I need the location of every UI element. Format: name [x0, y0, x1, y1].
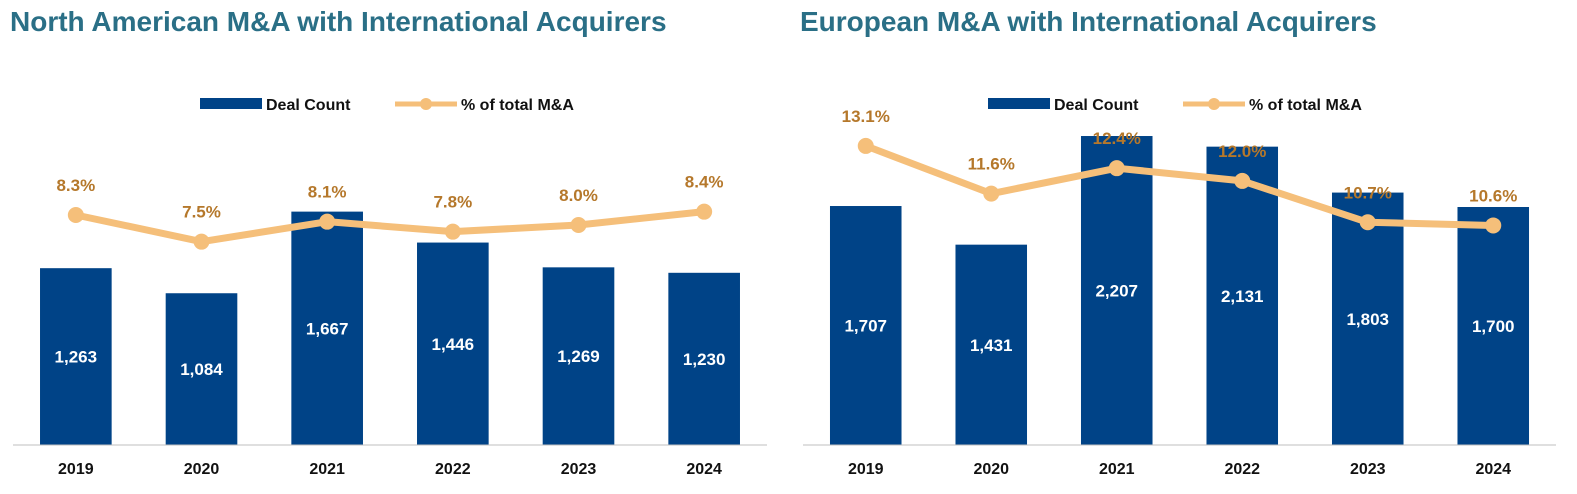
bar-value-label: 1,667: [306, 319, 349, 338]
point-pct-total: [1234, 172, 1251, 189]
bar-deal-count: [1206, 146, 1279, 445]
bar-value-label: 1,431: [970, 336, 1013, 355]
north-american-chart-panel: North American M&A with International Ac…: [0, 0, 780, 494]
european-chart-panel: European M&A with International Acquirer…: [790, 0, 1577, 494]
legend-swatch-deal-count: [200, 98, 262, 109]
point-pct-total: [444, 223, 461, 240]
bar-value-label: 1,269: [557, 347, 600, 366]
legend-label-pct-total: % of total M&A: [1249, 97, 1362, 114]
legend-swatch-deal-count: [988, 98, 1050, 109]
bar-deal-count: [955, 244, 1028, 445]
x-tick-label: 2019: [848, 461, 884, 478]
pct-value-label: 8.0%: [559, 186, 598, 205]
x-tick-label: 2020: [184, 461, 220, 478]
bar-value-label: 1,230: [683, 350, 726, 369]
line-pct-total: [862, 142, 1497, 229]
bar-value-label: 2,207: [1095, 282, 1138, 301]
x-tick-label: 2024: [686, 461, 722, 478]
bar-deal-count: [40, 268, 112, 445]
point-pct-total: [983, 185, 1000, 202]
legend-label-deal-count: Deal Count: [266, 97, 351, 114]
x-tick-label: 2023: [1350, 461, 1386, 478]
point-pct-total: [857, 137, 874, 154]
bar-value-label: 1,803: [1346, 310, 1389, 329]
point-pct-total: [1485, 217, 1502, 234]
bar-value-label: 1,263: [55, 348, 98, 367]
bar-deal-count: [291, 211, 363, 445]
bar-value-label: 1,446: [432, 335, 475, 354]
x-tick-label: 2022: [1224, 461, 1260, 478]
point-pct-total: [319, 213, 336, 230]
bar-deal-count: [165, 293, 238, 445]
x-tick-label: 2022: [435, 461, 471, 478]
bar-value-label: 2,131: [1221, 287, 1264, 306]
pct-value-label: 10.7%: [1344, 183, 1392, 202]
bar-value-label: 1,084: [180, 360, 223, 379]
pct-value-label: 11.6%: [968, 155, 1015, 174]
pct-value-label: 8.3%: [56, 176, 95, 195]
pct-value-label: 7.5%: [182, 203, 221, 222]
bar-deal-count: [668, 272, 740, 445]
pct-value-label: 12.0%: [1218, 142, 1266, 161]
x-tick-label: 2024: [1475, 461, 1511, 478]
pct-value-label: 13.1%: [842, 107, 890, 126]
point-pct-total: [193, 233, 210, 250]
chart-title: European M&A with International Acquirer…: [800, 6, 1377, 37]
bar-deal-count: [1331, 192, 1404, 445]
bar-deal-count: [542, 267, 615, 445]
x-tick-label: 2020: [973, 461, 1009, 478]
point-pct-total: [570, 217, 587, 233]
legend-marker-pct-total: [420, 98, 432, 110]
point-pct-total: [1108, 160, 1125, 177]
north-american-chart: Deal Count % of total M&A 1,263 2019 1,084 20…: [13, 97, 767, 478]
point-pct-total: [1359, 214, 1376, 231]
point-pct-total: [696, 203, 713, 220]
legend-marker-pct-total: [1208, 98, 1220, 110]
pct-value-label: 10.6%: [1469, 186, 1517, 205]
pct-value-label: 7.8%: [433, 193, 472, 212]
bar-value-label: 1,700: [1472, 317, 1515, 336]
bar-deal-count: [1080, 136, 1153, 445]
pct-value-label: 8.4%: [685, 173, 724, 192]
line-pct-total: [72, 208, 708, 246]
pct-value-label: 8.1%: [308, 183, 347, 202]
legend-label-deal-count: Deal Count: [1054, 97, 1139, 114]
bar-value-label: 1,707: [844, 317, 887, 336]
point-pct-total: [67, 207, 84, 223]
bar-deal-count: [829, 206, 902, 445]
x-tick-label: 2021: [309, 461, 345, 478]
chart-title: North American M&A with International Ac…: [10, 6, 667, 37]
bar-deal-count: [417, 242, 489, 445]
bar-deal-count: [1457, 207, 1530, 445]
legend-label-pct-total: % of total M&A: [461, 97, 574, 114]
european-chart: Deal Count % of total M&A 1,707 2019 1,431 20…: [803, 97, 1556, 478]
x-tick-label: 2021: [1099, 461, 1135, 478]
x-tick-label: 2023: [561, 461, 597, 478]
pct-value-label: 12.4%: [1093, 129, 1141, 148]
x-tick-label: 2019: [58, 461, 94, 478]
